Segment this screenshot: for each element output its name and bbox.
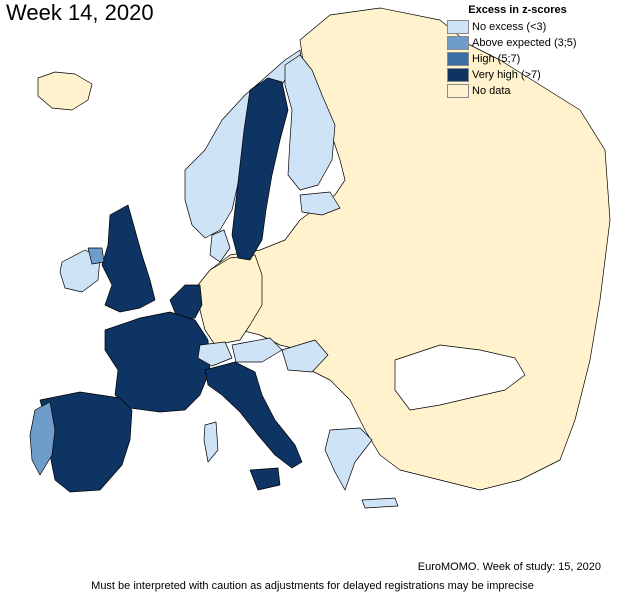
legend-swatch (447, 68, 469, 82)
region-sicily (249, 467, 281, 491)
region-hungary (281, 339, 329, 373)
region-germany (197, 254, 263, 346)
region-france (104, 311, 211, 413)
caveat-note: Must be interpreted with caution as adju… (91, 580, 534, 592)
legend-label: Very high (>7) (472, 69, 541, 81)
region-estonia (299, 191, 341, 216)
source-note: EuroMOMO. Week of study: 15, 2020 (417, 561, 601, 573)
legend-label: No excess (<3) (472, 21, 547, 33)
legend-item-no-data: No data (445, 83, 610, 99)
legend: Excess in z-scores No excess (<3) Above … (445, 4, 610, 99)
region-iceland (37, 71, 93, 111)
region-sardinia (203, 421, 219, 463)
region-ireland (59, 249, 101, 293)
region-denmark (209, 229, 231, 263)
legend-swatch (447, 84, 469, 98)
legend-label: High (5;7) (472, 53, 521, 65)
region-crete (361, 497, 399, 509)
legend-swatch (447, 20, 469, 34)
legend-item-very-high: Very high (>7) (445, 67, 610, 83)
legend-swatch (447, 52, 469, 66)
region-portugal (29, 401, 56, 476)
legend-swatch (447, 36, 469, 50)
region-sweden (231, 77, 289, 261)
legend-item-above-expected: Above expected (3;5) (445, 35, 610, 51)
legend-label: No data (472, 85, 511, 97)
region-unshaded (394, 344, 526, 411)
region-uk (101, 204, 156, 313)
legend-item-no-excess: No excess (<3) (445, 19, 610, 35)
map-title: Week 14, 2020 (6, 0, 154, 25)
region-northern-ireland (87, 247, 105, 265)
region-italy (204, 361, 303, 469)
region-austria (231, 337, 283, 363)
region-finland (284, 54, 336, 191)
legend-label: Above expected (3;5) (472, 37, 577, 49)
region-greece (324, 427, 373, 491)
region-switzerland (197, 341, 233, 367)
legend-title: Excess in z-scores (468, 4, 567, 16)
legend-item-high: High (5;7) (445, 51, 610, 67)
